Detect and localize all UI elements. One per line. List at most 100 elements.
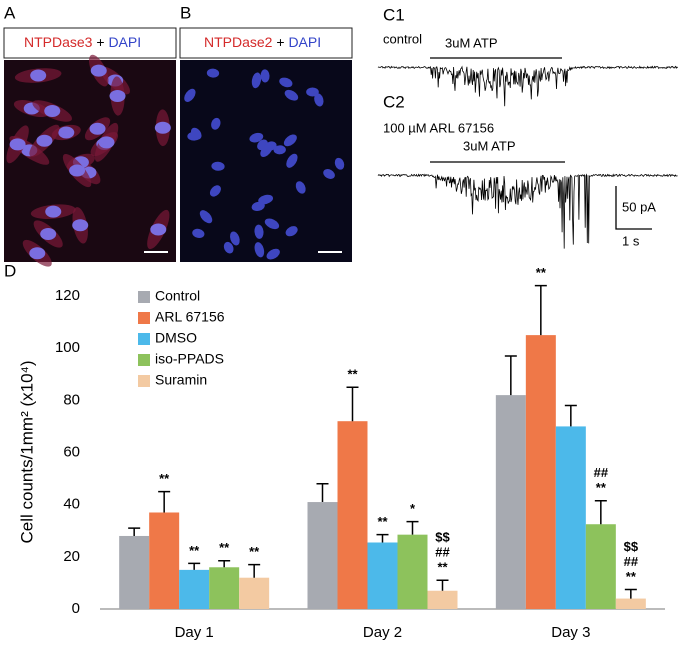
nucleus bbox=[58, 126, 75, 139]
error-bar bbox=[504, 355, 517, 396]
micrograph bbox=[180, 60, 352, 262]
x-tick-label: Day 3 bbox=[551, 624, 590, 641]
stain-plus: + bbox=[276, 34, 284, 50]
nucleus bbox=[150, 223, 167, 236]
y-tick-label: 40 bbox=[63, 496, 80, 513]
stimulus: 3uM ATP bbox=[445, 35, 498, 50]
nucleus bbox=[72, 219, 89, 232]
y-tick-label: 20 bbox=[63, 548, 80, 565]
y-tick-label: 80 bbox=[63, 391, 80, 408]
significance: ** bbox=[377, 514, 388, 529]
nucleus bbox=[260, 69, 270, 83]
bar bbox=[495, 395, 526, 609]
x-tick-label: Day 1 bbox=[175, 624, 214, 641]
nucleus bbox=[40, 227, 57, 240]
nucleus bbox=[254, 242, 265, 258]
panel-label: A bbox=[4, 3, 16, 22]
significance: ## bbox=[435, 545, 450, 560]
panel-label: C1 bbox=[383, 5, 405, 24]
error-bar bbox=[248, 563, 261, 578]
error-bar bbox=[346, 386, 359, 422]
stain-plus: + bbox=[96, 34, 104, 50]
significance: ** bbox=[159, 471, 170, 486]
stain-red: NTPDase3 bbox=[24, 34, 93, 50]
significance: ** bbox=[189, 543, 200, 558]
nucleus bbox=[284, 89, 299, 101]
nucleus bbox=[109, 90, 126, 103]
nucleus bbox=[192, 228, 205, 238]
bar bbox=[337, 421, 368, 609]
nucleus bbox=[211, 117, 221, 130]
nucleus bbox=[314, 93, 324, 107]
nucleus bbox=[254, 224, 264, 239]
stimulus: 3uM ATP bbox=[463, 138, 516, 153]
nucleus bbox=[184, 88, 196, 102]
panel-label: D bbox=[4, 261, 16, 280]
error-bar bbox=[594, 500, 607, 525]
error-bar bbox=[564, 404, 577, 427]
x-tick-label: Day 2 bbox=[363, 624, 402, 641]
bar bbox=[525, 335, 556, 609]
significance: ** bbox=[437, 560, 448, 575]
significance: ** bbox=[626, 569, 637, 584]
error-bar bbox=[316, 483, 329, 503]
nucleus bbox=[306, 87, 319, 97]
significance: ** bbox=[249, 544, 260, 559]
bar bbox=[209, 567, 240, 609]
nucleus bbox=[36, 134, 53, 147]
condition: 100 µM ARL 67156 bbox=[383, 120, 494, 135]
scale-bar bbox=[615, 186, 652, 230]
bar bbox=[427, 590, 458, 609]
legend-label: ARL 67156 bbox=[155, 309, 225, 325]
error-bar bbox=[436, 579, 449, 591]
bar bbox=[615, 598, 646, 609]
stain-box bbox=[3, 27, 177, 59]
significance: $$ bbox=[624, 539, 639, 554]
nucleus bbox=[45, 205, 62, 218]
error-bar bbox=[218, 559, 231, 568]
nucleus bbox=[44, 104, 61, 117]
nucleus bbox=[209, 185, 221, 197]
significance: * bbox=[410, 501, 416, 516]
significance: ** bbox=[596, 480, 607, 495]
bar bbox=[367, 542, 398, 609]
error-bar bbox=[188, 562, 201, 570]
stain: NTPDase2 + DAPI bbox=[204, 34, 321, 50]
nucleus bbox=[223, 241, 234, 254]
bar bbox=[239, 577, 270, 609]
legend-label: Suramin bbox=[155, 372, 207, 388]
panel-label: B bbox=[180, 3, 191, 22]
nucleus bbox=[266, 248, 280, 260]
legend-label: DMSO bbox=[155, 330, 197, 346]
nucleus bbox=[30, 69, 47, 82]
nucleus bbox=[295, 181, 306, 194]
nucleus bbox=[211, 161, 225, 171]
nucleus bbox=[286, 153, 298, 168]
bar bbox=[119, 535, 150, 609]
scale-label: 1 s bbox=[622, 233, 640, 248]
condition: control bbox=[383, 31, 422, 46]
nucleus bbox=[98, 136, 115, 149]
scale-label: 50 pA bbox=[622, 199, 656, 214]
significance: ** bbox=[219, 540, 230, 555]
bar bbox=[179, 569, 210, 609]
y-axis-label: Cell counts/1mm² (x10⁴) bbox=[17, 360, 36, 543]
error-bar bbox=[158, 490, 171, 513]
nucleus bbox=[323, 169, 335, 179]
significance: ## bbox=[594, 465, 609, 480]
nucleus bbox=[249, 132, 264, 143]
stain-blue: DAPI bbox=[288, 34, 321, 50]
legend-label: Control bbox=[155, 288, 200, 304]
y-tick-label: 120 bbox=[55, 287, 80, 304]
nucleus bbox=[251, 72, 262, 89]
panel-label: C2 bbox=[383, 92, 405, 111]
significance: ** bbox=[536, 265, 547, 280]
nucleus bbox=[89, 122, 106, 135]
nucleus bbox=[29, 247, 46, 260]
nucleus bbox=[230, 231, 240, 246]
error-bar bbox=[624, 588, 637, 599]
stain-red: NTPDase2 bbox=[204, 34, 273, 50]
legend-swatch bbox=[138, 375, 150, 387]
